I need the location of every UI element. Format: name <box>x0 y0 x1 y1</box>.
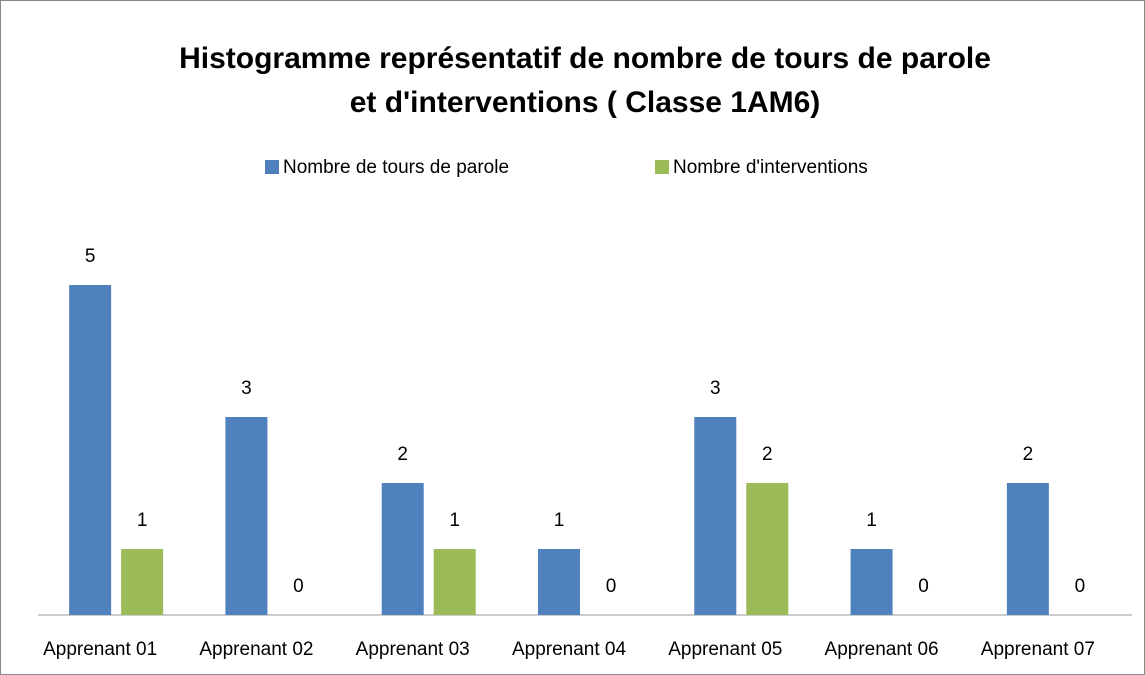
data-label: 0 <box>606 576 617 597</box>
bar <box>746 483 789 615</box>
x-tick-label: Apprenant 04 <box>512 639 627 660</box>
data-label: 1 <box>554 510 565 531</box>
bar <box>225 417 268 615</box>
data-label: 0 <box>1075 576 1086 597</box>
data-label: 2 <box>762 444 773 465</box>
x-tick-label: Apprenant 01 <box>43 639 157 660</box>
data-label: 0 <box>918 576 929 597</box>
bar <box>538 549 580 615</box>
data-label: 1 <box>137 510 148 531</box>
chart-title: et d'interventions ( Classe 1AM6) <box>350 86 821 119</box>
data-label: 0 <box>293 576 304 597</box>
x-tick-label: Apprenant 06 <box>825 639 939 660</box>
data-label: 5 <box>85 246 96 267</box>
data-label: 1 <box>866 510 877 531</box>
data-label: 2 <box>1023 444 1034 465</box>
bar <box>381 483 424 615</box>
data-label: 3 <box>241 378 252 399</box>
x-tick-label: Apprenant 05 <box>668 639 782 660</box>
bar <box>1006 483 1049 615</box>
data-label: 3 <box>710 378 721 399</box>
legend-swatch <box>655 160 669 174</box>
legend-label: Nombre de tours de parole <box>283 157 509 178</box>
legend-label: Nombre d'interventions <box>673 157 868 178</box>
legend-swatch <box>265 160 279 174</box>
x-tick-label: Apprenant 02 <box>199 639 313 660</box>
bar <box>121 549 164 615</box>
data-label: 2 <box>397 444 408 465</box>
bar <box>69 285 112 615</box>
data-label: 1 <box>449 510 460 531</box>
bar <box>433 549 476 615</box>
bar <box>694 417 737 615</box>
x-tick-label: Apprenant 07 <box>981 639 1095 660</box>
chart-title: Histogramme représentatif de nombre de t… <box>179 42 991 75</box>
x-tick-label: Apprenant 03 <box>356 639 470 660</box>
bar <box>850 549 893 615</box>
